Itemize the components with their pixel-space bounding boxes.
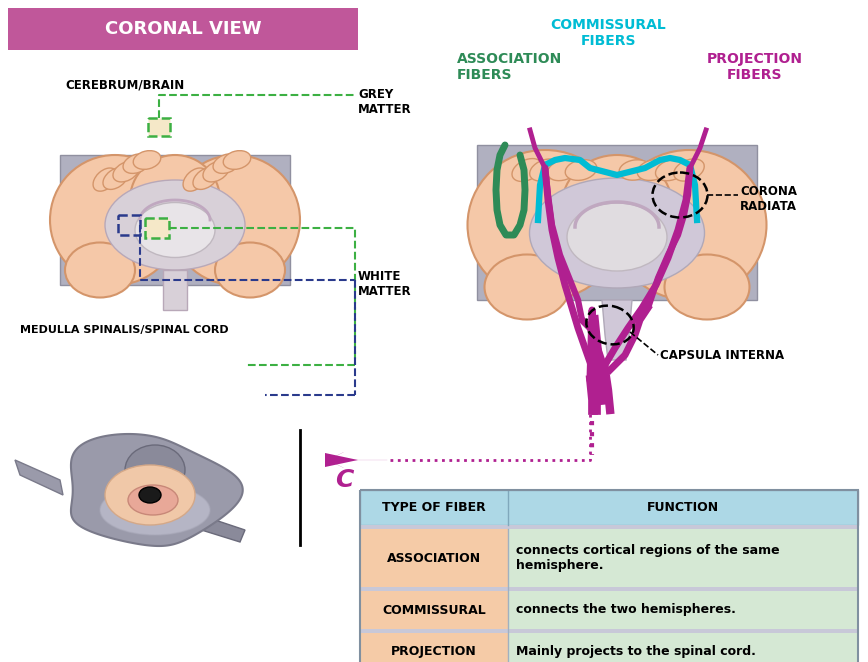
Bar [118,215,140,235]
Bar [148,118,170,136]
Ellipse shape [170,155,300,285]
Text: ASSOCIATION
FIBERS: ASSOCIATION FIBERS [457,52,562,82]
Ellipse shape [637,160,668,181]
Ellipse shape [65,242,135,297]
Bar [508,633,858,662]
Bar [360,490,858,525]
Ellipse shape [139,487,161,503]
Ellipse shape [125,445,185,495]
FancyBboxPatch shape [477,145,757,300]
Polygon shape [15,460,63,495]
Ellipse shape [619,160,651,180]
Text: COMMISSURAL
FIBERS: COMMISSURAL FIBERS [550,18,666,48]
Text: connects cortical regions of the same
hemisphere.: connects cortical regions of the same he… [516,544,779,572]
Ellipse shape [529,178,705,288]
Ellipse shape [674,159,704,181]
Text: CORONA
RADIATA: CORONA RADIATA [740,185,797,213]
Ellipse shape [611,150,766,300]
Text: connects the two hemispheres.: connects the two hemispheres. [516,604,736,616]
Polygon shape [602,300,632,360]
Text: Mainly projects to the spinal cord.: Mainly projects to the spinal cord. [516,645,756,659]
Ellipse shape [193,167,218,189]
Polygon shape [71,434,243,546]
Text: PROJECTION
FIBERS: PROJECTION FIBERS [707,52,803,82]
Bar [145,218,169,238]
Ellipse shape [183,168,207,191]
Ellipse shape [484,254,569,320]
Ellipse shape [93,168,117,191]
Bar [360,525,858,529]
Ellipse shape [655,160,687,181]
Ellipse shape [113,162,139,182]
Text: CEREBRUM/BRAIN: CEREBRUM/BRAIN [65,79,184,91]
Ellipse shape [223,151,251,169]
Bar [360,529,508,587]
Bar [508,529,858,587]
Text: CORONAL VIEW: CORONAL VIEW [105,20,261,38]
Polygon shape [325,453,358,467]
FancyBboxPatch shape [60,155,290,285]
Ellipse shape [123,154,150,173]
FancyBboxPatch shape [8,8,358,50]
Text: CAPSULA INTERNA: CAPSULA INTERNA [660,348,784,361]
Bar [360,490,858,662]
Ellipse shape [562,155,672,255]
Bar [360,587,858,591]
Text: COMMISSURAL: COMMISSURAL [382,604,486,616]
Text: WHITE
MATTER: WHITE MATTER [358,270,411,298]
Ellipse shape [133,151,161,169]
Ellipse shape [135,203,215,258]
Text: TYPE OF FIBER: TYPE OF FIBER [382,501,486,514]
Ellipse shape [665,254,749,320]
Ellipse shape [215,242,285,297]
Text: FUNCTION: FUNCTION [647,501,719,514]
Ellipse shape [567,203,667,271]
Ellipse shape [130,155,220,245]
Ellipse shape [512,159,542,181]
Bar [360,591,508,629]
Bar [508,591,858,629]
Ellipse shape [105,465,195,525]
Ellipse shape [103,167,128,189]
Text: C: C [335,468,353,492]
Text: ASSOCIATION: ASSOCIATION [387,551,481,565]
Ellipse shape [529,159,561,181]
Bar [360,629,858,633]
FancyBboxPatch shape [163,270,187,310]
Ellipse shape [128,485,178,515]
Text: MEDULLA SPINALIS/SPINAL CORD: MEDULLA SPINALIS/SPINAL CORD [20,325,228,335]
Text: PROJECTION: PROJECTION [391,645,477,659]
Ellipse shape [548,160,579,181]
Ellipse shape [105,180,245,270]
Ellipse shape [213,154,240,173]
Polygon shape [195,515,245,542]
Ellipse shape [50,155,180,285]
Bar [360,633,508,662]
Ellipse shape [100,485,210,535]
Ellipse shape [565,160,597,180]
Ellipse shape [468,150,622,300]
Ellipse shape [203,162,229,182]
Text: GREY
MATTER: GREY MATTER [358,88,411,116]
